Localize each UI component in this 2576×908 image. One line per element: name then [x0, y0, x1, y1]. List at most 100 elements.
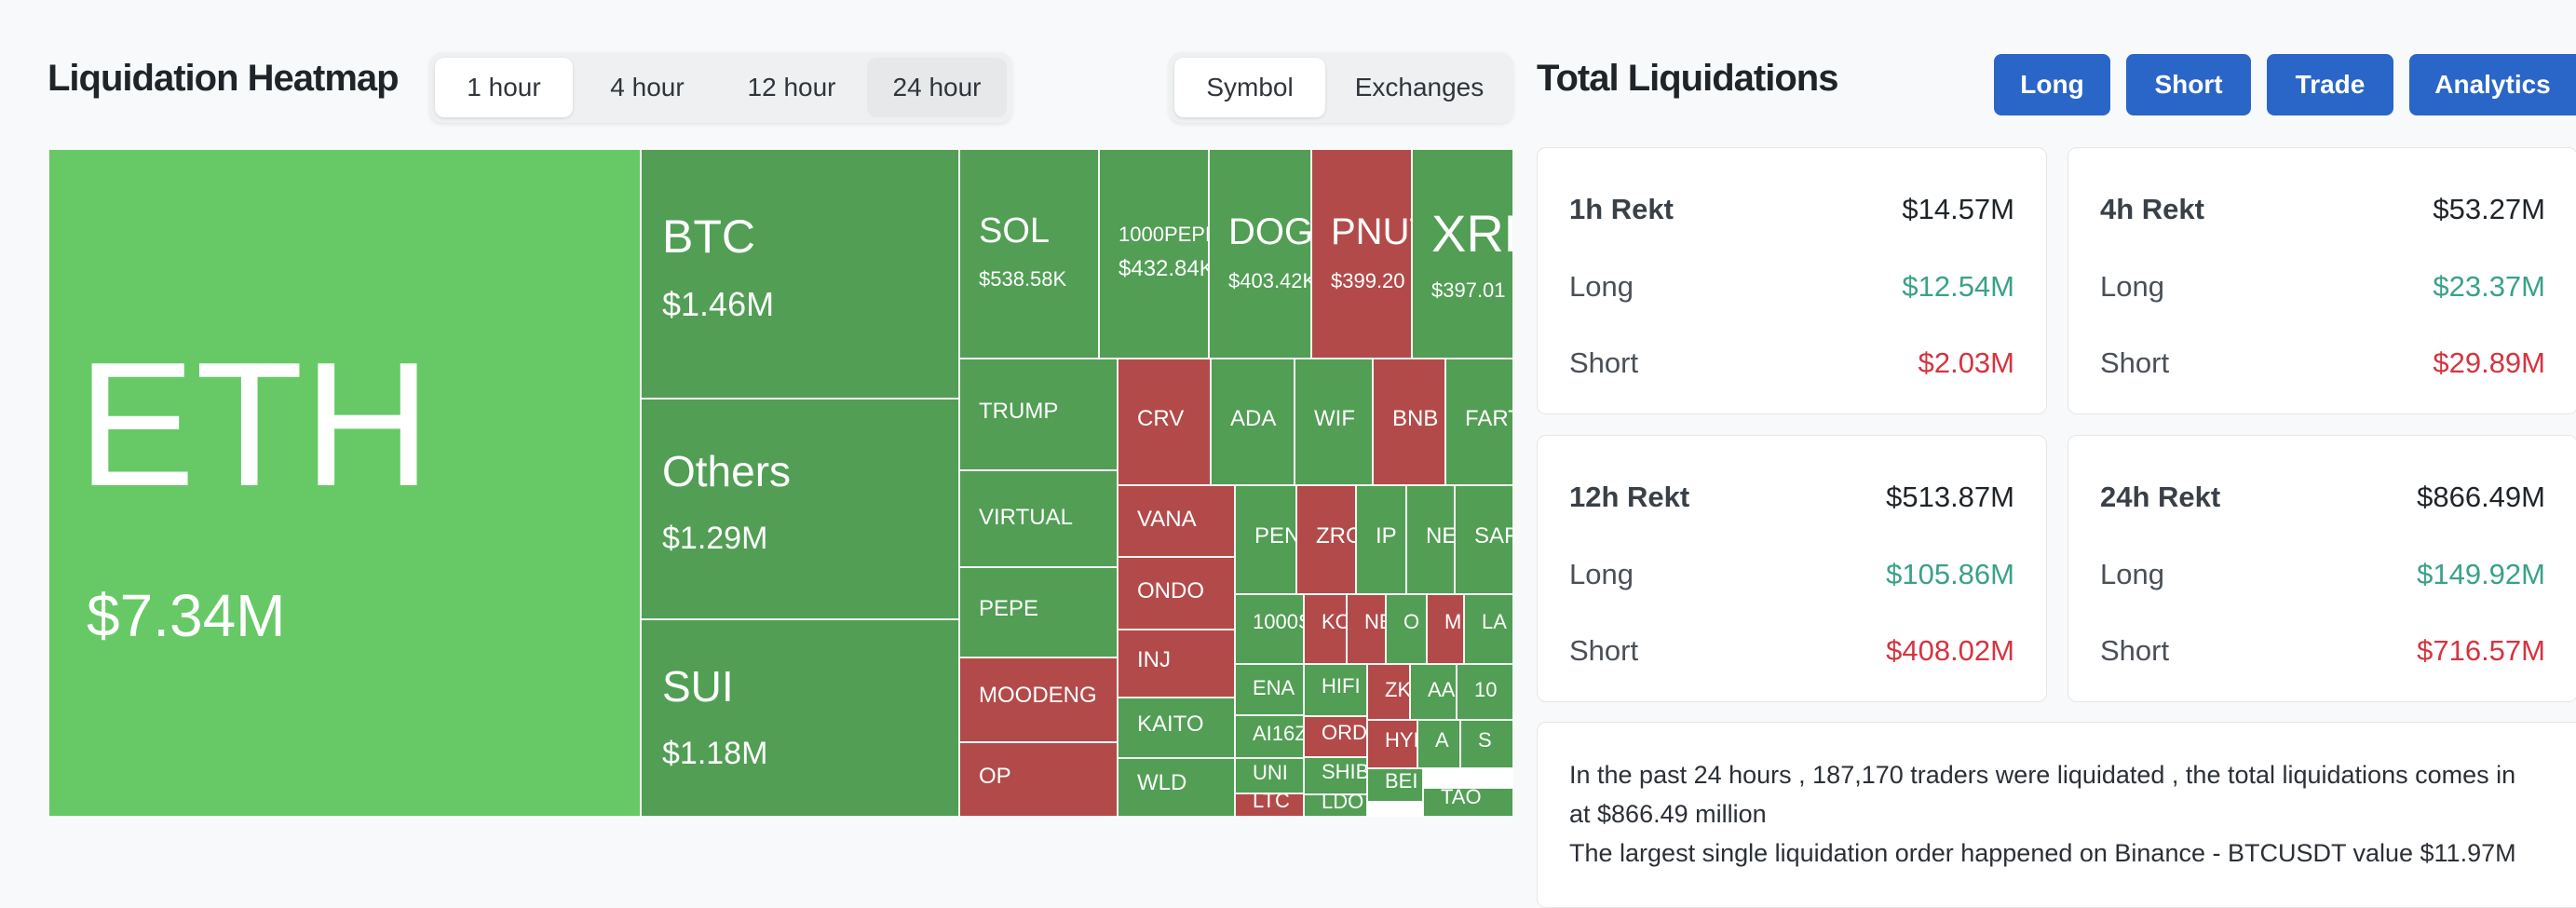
heatmap-cell-op[interactable]: OP: [959, 742, 1118, 817]
heatmap-cell-hifi[interactable]: HIFI: [1304, 664, 1367, 716]
page-title: Liquidation Heatmap: [47, 58, 400, 99]
summary-line-1: In the past 24 hours , 187,170 traders w…: [1569, 761, 2516, 789]
liquidation-heatmap: ETH $7.34M BTC $1.46M Others $1.29M SUI $1.18M S…: [48, 149, 1513, 817]
heatmap-cell-sui[interactable]: SUI $1.18M: [641, 619, 959, 817]
heatmap-cell-trump[interactable]: TRUMP: [959, 359, 1118, 470]
tab-12-hour[interactable]: 12 hour: [747, 73, 836, 102]
cell-symbol: PNUT: [1331, 211, 1411, 252]
heatmap-cell-ltc[interactable]: LTC: [1235, 793, 1304, 817]
long-label: Long: [2100, 270, 2164, 303]
heatmap-cell-ada[interactable]: ADA: [1211, 359, 1295, 485]
summary-line-2: at $866.49 million: [1569, 800, 1767, 828]
cell-symbol: OP: [979, 764, 1011, 789]
cell-value: $1.46M: [662, 285, 775, 323]
heatmap-cell-a[interactable]: A: [1417, 720, 1460, 768]
tab-1-hour[interactable]: 1 hour: [435, 58, 573, 117]
heatmap-cell-inj[interactable]: INJ: [1118, 630, 1235, 698]
cell-symbol: S: [1478, 728, 1492, 752]
heatmap-cell-sol[interactable]: SOL $538.58K: [959, 149, 1099, 359]
cell-symbol: SHIB: [1322, 760, 1367, 783]
long-value: $149.92M: [2417, 558, 2545, 590]
heatmap-cell-hyi[interactable]: HYI: [1367, 720, 1417, 768]
heatmap-cell-zro[interactable]: ZRO: [1296, 485, 1356, 594]
time-range-tabs: 1 hour 4 hour 12 hour 24 hour: [429, 52, 1012, 123]
heatmap-cell-wif[interactable]: WIF: [1295, 359, 1373, 485]
heatmap-cell-crv[interactable]: CRV: [1118, 359, 1211, 485]
heatmap-cell-tao[interactable]: TAO: [1423, 788, 1513, 817]
cell-value: $397.01: [1431, 278, 1506, 302]
heatmap-cell-nei[interactable]: NEI: [1406, 485, 1455, 594]
heatmap-cell-o[interactable]: O: [1386, 594, 1427, 664]
heatmap-cell-1000pepe[interactable]: 1000PEPE $432.84K: [1099, 149, 1209, 359]
long-button[interactable]: Long: [1994, 54, 2110, 115]
heatmap-cell-ip[interactable]: IP: [1356, 485, 1406, 594]
cell-symbol: ADA: [1230, 406, 1277, 431]
cell-symbol: NE: [1364, 610, 1385, 633]
heatmap-cell-ai16z[interactable]: AI16Z: [1235, 715, 1304, 758]
short-button[interactable]: Short: [2126, 54, 2251, 115]
tab-4-hour[interactable]: 4 hour: [610, 73, 685, 102]
heatmap-cell-dog[interactable]: DOG $403.42K: [1209, 149, 1311, 359]
heatmap-cell-la[interactable]: LA: [1464, 594, 1513, 664]
short-label: Short: [1569, 346, 1639, 379]
heatmap-cell-pen[interactable]: PEN: [1235, 485, 1296, 594]
heatmap-cell-wld[interactable]: WLD: [1118, 758, 1235, 817]
cell-value: $399.20: [1331, 269, 1405, 292]
cell-symbol: WIF: [1314, 406, 1355, 431]
view-tabs: Symbol Exchanges: [1169, 52, 1513, 123]
short-value: $716.57M: [2417, 634, 2545, 667]
cell-symbol: 1000PEPE: [1119, 223, 1209, 246]
analytics-button[interactable]: Analytics: [2409, 54, 2576, 115]
tab-exchanges[interactable]: Exchanges: [1354, 73, 1485, 102]
total-liquidations-title: Total Liquidations: [1537, 58, 1838, 99]
short-label: Short: [2100, 634, 2170, 667]
heatmap-cell-aa[interactable]: AA: [1410, 664, 1457, 720]
tab-symbol[interactable]: Symbol: [1174, 58, 1325, 117]
heatmap-cell-bei[interactable]: BEI: [1367, 768, 1423, 802]
cell-symbol: M: [1444, 610, 1462, 633]
heatmap-cell-pnut[interactable]: PNUT $399.20: [1311, 149, 1412, 359]
cell-value: $403.42K: [1228, 269, 1311, 292]
card-total: $866.49M: [2417, 481, 2545, 513]
heatmap-cell-bnb[interactable]: BNB: [1373, 359, 1445, 485]
cell-symbol: AA: [1428, 678, 1456, 701]
heatmap-cell-ena[interactable]: ENA: [1235, 664, 1304, 715]
heatmap-cell-s[interactable]: S: [1460, 720, 1513, 768]
card-title: 24h Rekt: [2100, 481, 2221, 513]
long-value: $23.37M: [2433, 270, 2545, 303]
cell-symbol: SOL: [979, 211, 1051, 251]
cell-symbol: ZRO: [1316, 523, 1355, 549]
heatmap-cell-xrp[interactable]: XRP $397.01: [1412, 149, 1513, 359]
heatmap-cell-m[interactable]: M: [1427, 594, 1464, 664]
heatmap-cell-moodeng[interactable]: MOODENG: [959, 657, 1118, 742]
cell-symbol: BEI: [1385, 769, 1418, 793]
cell-symbol: VIRTUAL: [979, 505, 1073, 530]
heatmap-cell-uni[interactable]: UNI: [1235, 758, 1304, 793]
heatmap-cell-others[interactable]: Others $1.29M: [641, 399, 959, 619]
heatmap-cell-btc[interactable]: BTC $1.46M: [641, 149, 959, 399]
cell-symbol: LDO: [1322, 794, 1364, 813]
heatmap-cell-fart[interactable]: FART: [1445, 359, 1513, 485]
heatmap-cell-eth[interactable]: ETH $7.34M: [48, 149, 641, 817]
trade-button[interactable]: Trade: [2267, 54, 2393, 115]
heatmap-cell-zk[interactable]: ZK: [1367, 664, 1410, 720]
tab-24-hour[interactable]: 24 hour: [867, 58, 1007, 117]
heatmap-cell-vana[interactable]: VANA: [1118, 485, 1235, 557]
heatmap-cell-ordi[interactable]: ORDI: [1304, 716, 1367, 757]
heatmap-cell-10[interactable]: 10: [1457, 664, 1513, 720]
heatmap-cell-ondo[interactable]: ONDO: [1118, 557, 1235, 630]
heatmap-cell-ne[interactable]: NE: [1347, 594, 1386, 664]
heatmap-cell-1000sh[interactable]: 1000SH: [1235, 594, 1304, 664]
cell-symbol: 10: [1474, 678, 1498, 701]
cell-value: $1.29M: [662, 521, 768, 556]
cell-symbol: DOG: [1228, 211, 1311, 252]
liquidation-summary: In the past 24 hours , 187,170 traders w…: [1537, 722, 2576, 908]
heatmap-cell-ldo[interactable]: LDO: [1304, 794, 1367, 817]
heatmap-cell-saf[interactable]: SAF: [1455, 485, 1513, 594]
heatmap-cell-kaito[interactable]: KAITO: [1118, 698, 1235, 758]
heatmap-cell-kc[interactable]: KC: [1304, 594, 1347, 664]
heatmap-cell-shib[interactable]: SHIB: [1304, 757, 1367, 794]
heatmap-cell-pepe[interactable]: PEPE: [959, 567, 1118, 657]
heatmap-cell-virtual[interactable]: VIRTUAL: [959, 470, 1118, 567]
cell-symbol: PEN: [1254, 523, 1296, 549]
